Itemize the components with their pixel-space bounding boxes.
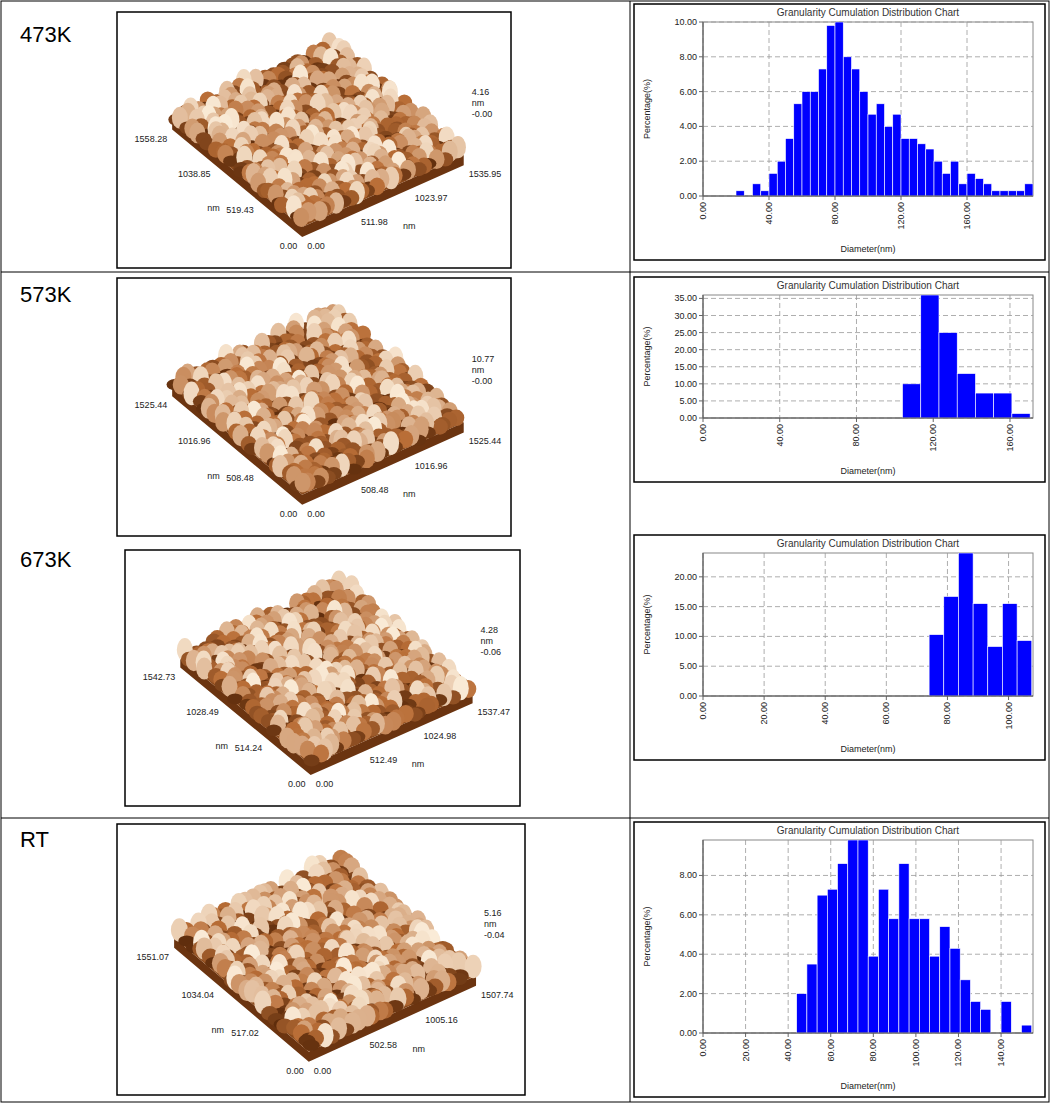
afm-grain [295, 473, 311, 493]
afm-tick-label: 512.49 [370, 755, 398, 765]
afm-surface [172, 48, 464, 227]
afm-unit: nm [207, 203, 220, 213]
afm-tick-label: 514.24 [235, 743, 263, 753]
afm-image: 0.00502.581005.161507.740.00517.021034.0… [117, 824, 525, 1095]
afm-tick-label: 0.00 [280, 509, 298, 519]
afm-z-max: 4.28 [481, 625, 499, 635]
afm-tick-label: 508.48 [226, 473, 254, 483]
afm-tick-label: 0.00 [307, 509, 325, 519]
image-border [117, 824, 525, 1095]
afm-tick-label: 1535.95 [469, 169, 502, 179]
afm-unit: nm [207, 471, 220, 481]
afm-tick-label: 0.00 [316, 779, 334, 789]
afm-tick-label: 511.98 [361, 217, 388, 227]
table-divider [1, 272, 1049, 273]
afm-surface [174, 862, 476, 1052]
panel-label: 473K [20, 22, 72, 47]
afm-tick-label: 1525.44 [135, 400, 168, 410]
afm-unit: nm [472, 98, 485, 108]
afm-unit: nm [403, 489, 416, 499]
panel-label: 673K [20, 547, 72, 572]
afm-z-max: 4.16 [472, 87, 490, 97]
image-border [125, 550, 520, 806]
afm-tick-label: 1542.73 [143, 672, 176, 682]
afm-unit: nm [472, 365, 485, 375]
afm-z-min: -0.00 [472, 376, 493, 386]
image-border [117, 278, 511, 536]
table-border [1, 1, 1049, 1102]
panel-label: 573K [20, 282, 72, 307]
figure: 473K 0.00 511.98 1023.97 1535.95 0.00 519.43 10… [0, 0, 1050, 1103]
afm-z-min: -0.00 [472, 109, 493, 119]
afm-z-min: -0.06 [481, 647, 502, 657]
afm-image: 0.00 512.49 1024.98 1537.47 0.00 514.24 1028.4… [125, 550, 520, 806]
afm-tick-label: 508.48 [361, 485, 389, 495]
afm-unit: nm [215, 741, 228, 751]
afm-tick-label: 1016.96 [178, 436, 211, 446]
afm-side [172, 386, 464, 504]
afm-tick-label: 1028.49 [186, 707, 219, 717]
afm-surface [180, 586, 472, 765]
afm-tick-label: 1038.85 [178, 169, 211, 179]
panel-label: RT [20, 827, 49, 852]
afm-unit: nm [412, 759, 425, 769]
afm-tick-label: 1558.28 [135, 134, 168, 144]
afm-tick-label: 1024.98 [424, 731, 457, 741]
afm-surface [172, 314, 464, 495]
afm-tick-label: 0.00 [307, 241, 325, 251]
afm-z-max: 10.77 [472, 354, 495, 364]
afm-grain [293, 208, 309, 227]
afm-tick-label: 519.43 [226, 205, 254, 215]
table-divider [630, 1, 631, 1102]
afm-unit: nm [481, 636, 494, 646]
afm-side [180, 658, 472, 776]
afm-tick-label: 1525.44 [469, 436, 502, 446]
afm-tick-label: 1016.96 [415, 461, 448, 471]
afm-unit: nm [403, 221, 416, 231]
afm-side [172, 120, 464, 238]
afm-side [174, 938, 476, 1062]
afm-image: 0.00 508.48 1016.96 1525.44 0.00 508.48 1016.9… [117, 278, 511, 536]
afm-image: 0.00 511.98 1023.97 1535.95 0.00 519.43 1038.8… [117, 12, 511, 268]
afm-tick-label: 0.00 [280, 241, 298, 251]
afm-grain [304, 754, 320, 766]
table-divider [1, 818, 1049, 819]
afm-tick-label: 1023.97 [415, 193, 448, 203]
image-border [117, 12, 511, 268]
afm-tick-label: 1537.47 [478, 707, 511, 717]
afm-tick-label: 0.00 [288, 779, 306, 789]
